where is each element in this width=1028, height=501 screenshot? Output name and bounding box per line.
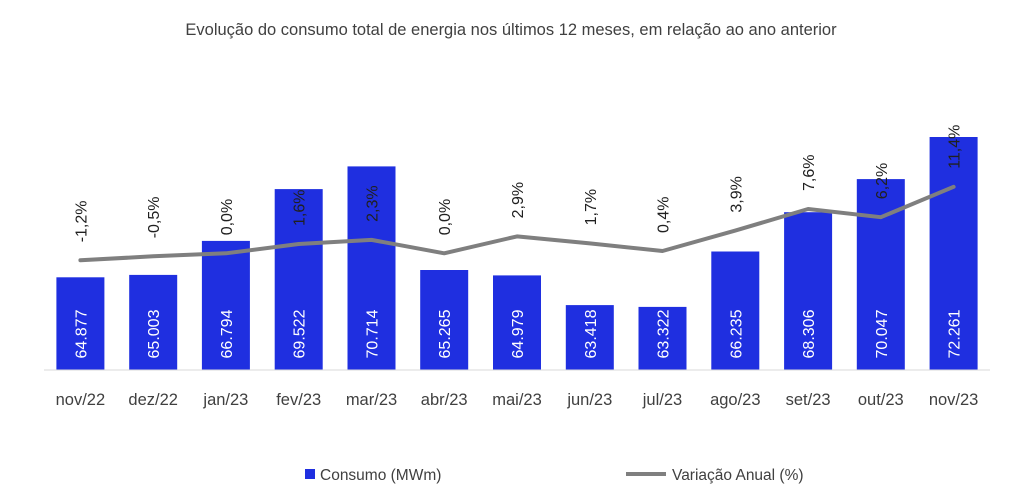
variacao-line <box>78 184 956 263</box>
variacao-point-label: -1,2% <box>73 201 90 243</box>
bar-fev/23 <box>274 189 323 370</box>
variacao-point-label: 11,4% <box>947 125 964 169</box>
x-tick-label: jun/23 <box>566 391 612 409</box>
bar-value-label: 66.235 <box>728 309 745 358</box>
legend-label-variacao: Variação Anual (%) <box>672 467 804 484</box>
bar-abr/23 <box>420 270 469 370</box>
x-tick-label: dez/22 <box>128 391 178 409</box>
bar-mai/23 <box>493 275 541 370</box>
variacao-point-label: 0,0% <box>219 199 236 235</box>
variacao-point-label: 0,4% <box>656 197 673 233</box>
bar-value-label: 65.003 <box>146 309 163 358</box>
legend: Consumo (MWm) Variação Anual (%) <box>305 467 804 484</box>
variacao-point-label: 7,6% <box>801 155 818 191</box>
legend-swatch-consumo <box>305 469 315 479</box>
bar-value-label: 69.522 <box>292 309 309 358</box>
bar-value-label: 72.261 <box>947 309 964 358</box>
x-tick-label: out/23 <box>858 391 904 409</box>
line-series-group: -1,2% -0,5% 0,0% 1,6% 2,3% 0,0% 2,9% 1,7% 0,4% 3,… <box>73 125 964 263</box>
chart-title: Evolução do consumo total de energia nos… <box>185 21 837 39</box>
bar-jan/23 <box>201 240 250 370</box>
bar-value-label: 64.979 <box>510 309 527 358</box>
variacao-point-label: 2,3% <box>365 185 382 221</box>
variacao-point-label: -0,5% <box>146 197 163 239</box>
x-tick-label: mar/23 <box>346 391 397 409</box>
bar-value-label: 68.306 <box>801 309 818 358</box>
bar-value-label: 70.714 <box>365 309 382 358</box>
bar-ago/23 <box>711 251 760 370</box>
bar-value-label: 65.265 <box>437 309 454 358</box>
bar-nov/23 <box>929 137 978 370</box>
x-tick-label: jul/23 <box>642 391 682 409</box>
variacao-point-label: 2,9% <box>510 182 527 218</box>
variacao-point-label: 6,2% <box>874 163 891 199</box>
bar-value-label: 63.418 <box>583 309 600 358</box>
x-tick-label: nov/22 <box>56 391 106 409</box>
x-tick-label: abr/23 <box>421 391 468 409</box>
bar-dez/22 <box>129 274 178 370</box>
x-tick-label: nov/23 <box>929 391 979 409</box>
variacao-point-label: 0,0% <box>437 199 454 235</box>
bar-value-label: 63.322 <box>656 309 673 358</box>
bar-value-label: 66.794 <box>219 309 236 358</box>
bar-jul/23 <box>638 306 687 370</box>
bar-set/23 <box>784 212 833 370</box>
x-tick-label: jan/23 <box>202 391 248 409</box>
bars-group: 64.877 65.003 66.794 69.522 70.714 65.265 64.9… <box>56 137 978 370</box>
bar-mar/23 <box>347 166 396 370</box>
bar-jun/23 <box>565 305 614 370</box>
bar-nov/22 <box>56 277 105 370</box>
x-tick-label: fev/23 <box>276 391 321 409</box>
bar-value-label: 64.877 <box>73 309 90 358</box>
variacao-point-label: 3,9% <box>728 176 745 212</box>
x-tick-label: ago/23 <box>710 391 760 409</box>
bar-value-label: 70.047 <box>874 309 891 358</box>
x-ticks-group: nov/22 dez/22 jan/23 fev/23 mar/23 abr/23 mai/… <box>56 391 979 409</box>
x-tick-label: set/23 <box>786 391 831 409</box>
legend-label-consumo: Consumo (MWm) <box>320 467 441 484</box>
x-tick-label: mai/23 <box>492 391 542 409</box>
variacao-point-label: 1,7% <box>583 189 600 225</box>
variacao-point-label: 1,6% <box>292 190 309 226</box>
